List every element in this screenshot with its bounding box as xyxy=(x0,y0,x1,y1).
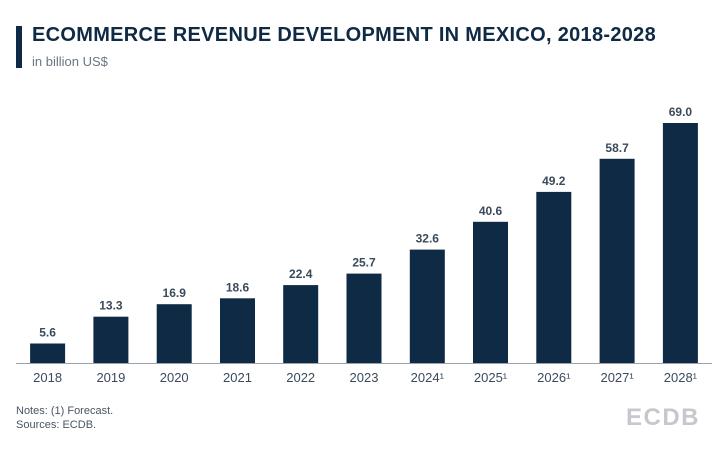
x-tick-label: 2020 xyxy=(160,370,189,385)
bar-2022 xyxy=(283,285,319,363)
notes-text: Notes: (1) Forecast. xyxy=(16,405,114,417)
value-label: 5.6 xyxy=(39,326,56,340)
bar-2020 xyxy=(156,304,192,363)
x-tick-label: 2027¹ xyxy=(600,370,634,385)
value-label: 32.6 xyxy=(416,232,440,246)
sources-text: Sources: ECDB. xyxy=(16,419,97,431)
bar-2025 xyxy=(473,221,508,363)
bar-2028 xyxy=(662,123,698,363)
x-tick-label: 2021 xyxy=(223,370,252,385)
value-label: 49.2 xyxy=(542,174,566,188)
value-labels-group: 5.6 13.3 16.9 18.6 22.4 25.7 32.6 40.6 49.2 58.7 6… xyxy=(39,105,692,340)
value-label: 69.0 xyxy=(669,105,693,119)
bar-2023 xyxy=(346,273,382,363)
value-label: 18.6 xyxy=(226,280,250,294)
bars-group xyxy=(30,123,698,363)
x-tick-label: 2025¹ xyxy=(474,370,508,385)
x-tick-label: 2023 xyxy=(350,370,379,385)
value-label: 40.6 xyxy=(479,204,503,218)
chart-subtitle: in billion US$ xyxy=(32,54,108,69)
value-label: 13.3 xyxy=(99,299,123,313)
x-tick-label: 2024¹ xyxy=(411,370,445,385)
value-label: 58.7 xyxy=(605,141,629,155)
value-label: 25.7 xyxy=(352,256,376,270)
bar-2019 xyxy=(93,316,129,363)
title-accent-bar xyxy=(16,26,22,68)
x-tick-label: 2026¹ xyxy=(537,370,571,385)
ecdb-logo: ECDB xyxy=(625,404,700,431)
x-tick-label: 2028¹ xyxy=(664,370,698,385)
x-tick-label: 2022 xyxy=(286,370,315,385)
chart-title: ECOMMERCE REVENUE DEVELOPMENT IN MEXICO,… xyxy=(32,24,657,46)
bar-2024 xyxy=(409,249,445,363)
bar-2018 xyxy=(30,343,66,363)
bar-2027 xyxy=(599,158,635,363)
x-tick-label: 2018 xyxy=(33,370,62,385)
bar-2026 xyxy=(536,191,572,363)
value-label: 16.9 xyxy=(163,286,187,300)
value-label: 22.4 xyxy=(289,267,313,281)
bar-2021 xyxy=(220,298,255,363)
footer-notes: Notes: (1) Forecast. Sources: ECDB. xyxy=(16,404,113,432)
x-tick-labels-group: 2018 2019 2020 2021 2022 2023 2024¹ 2025¹ 2026¹ 2… xyxy=(33,370,698,385)
x-tick-label: 2019 xyxy=(96,370,125,385)
